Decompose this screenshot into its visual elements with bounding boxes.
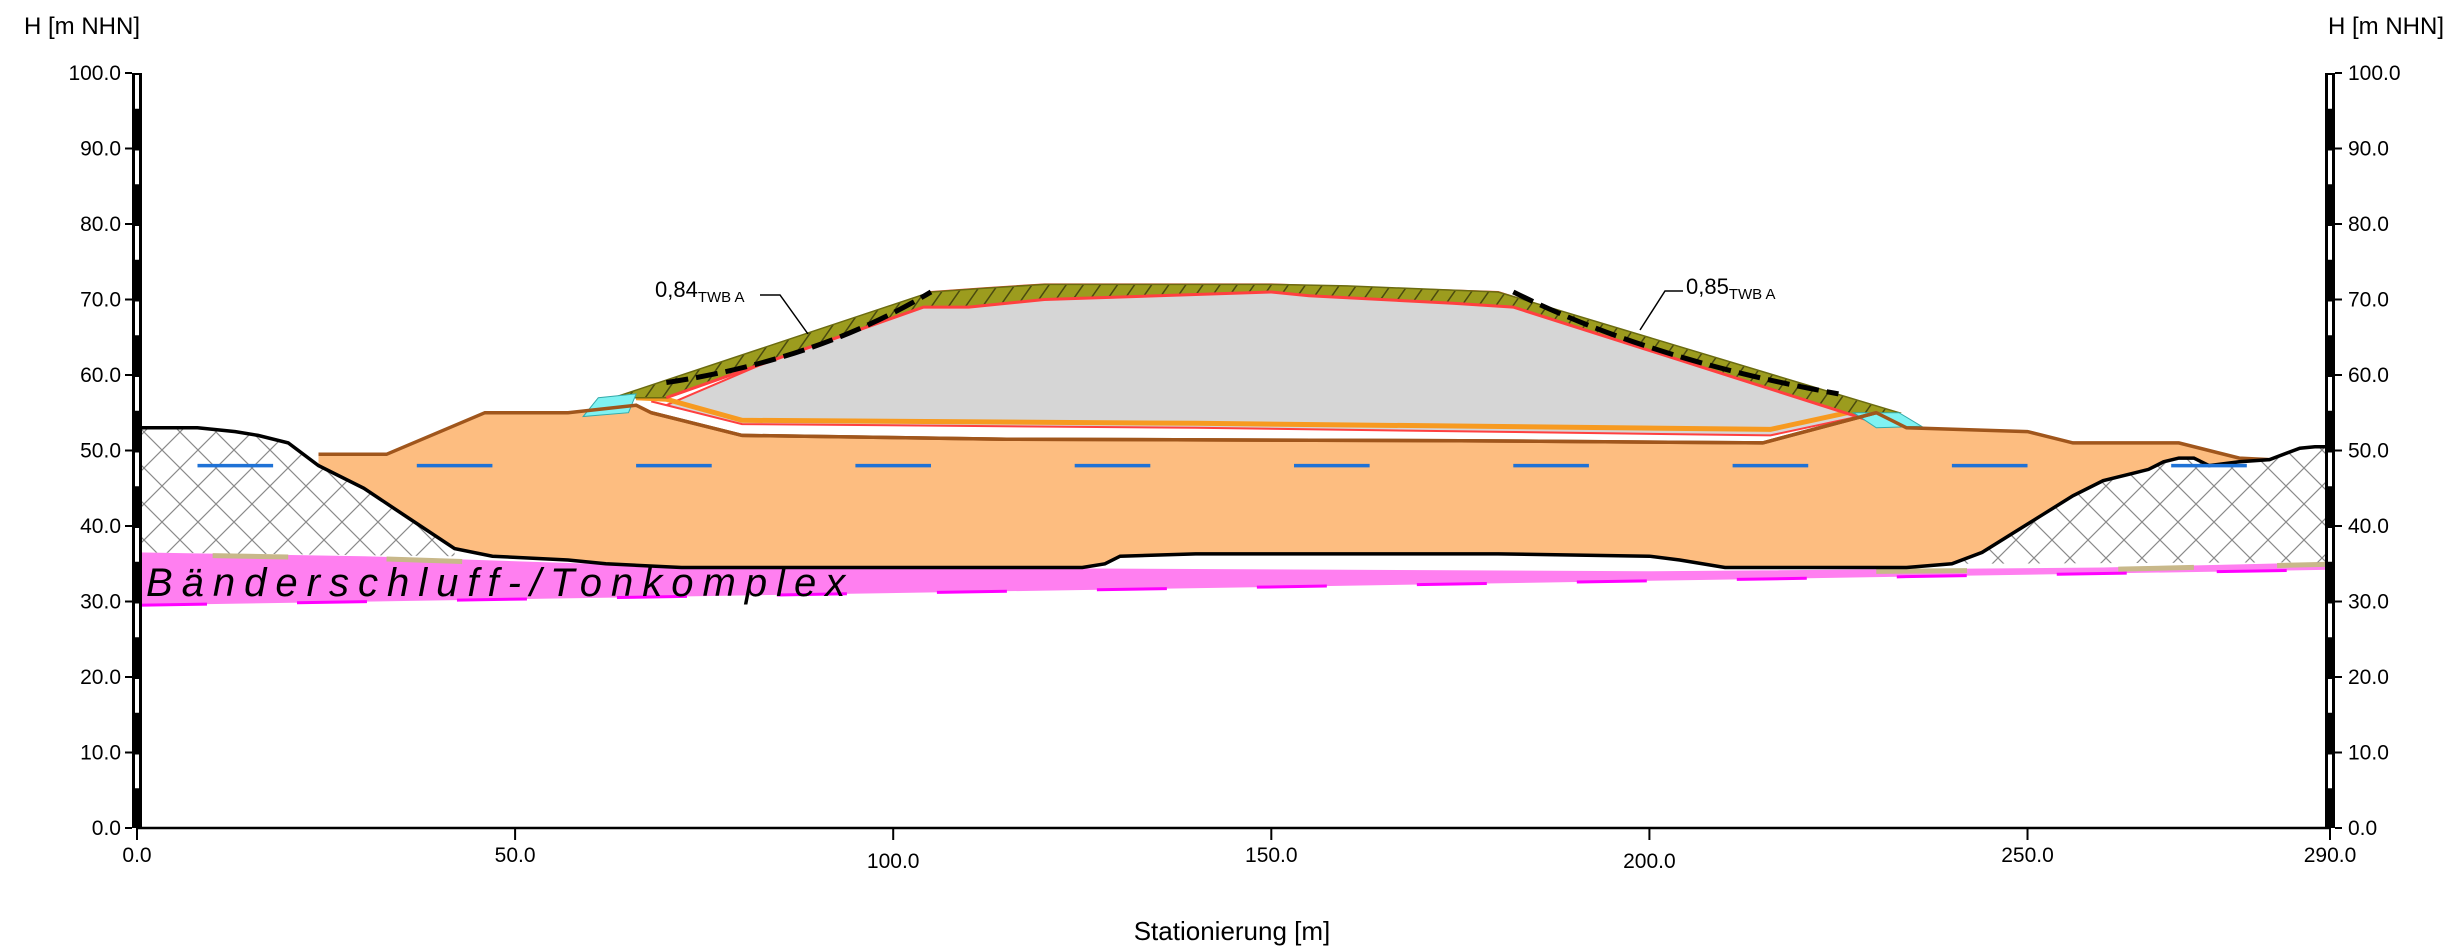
layer-label: Bänderschluff-/Tonkomplex	[146, 561, 854, 605]
fos-left-subscript: TWB A	[698, 289, 745, 306]
x-axis-tick-label: 50.0	[495, 844, 536, 867]
station-axis: 0.0 50.0 100.0 150.0 200.0 250.0 290.0	[122, 826, 2357, 873]
right-axis-tick-label: 20.0	[2348, 666, 2389, 689]
fos-right-leader	[1639, 290, 1683, 331]
right-axis-tick-label: 70.0	[2348, 289, 2389, 312]
soil-layers	[136, 283, 2331, 607]
fos-left-leader	[760, 294, 809, 335]
right-axis-segment	[2328, 754, 2332, 789]
right-axis-tick-label: 50.0	[2348, 440, 2389, 463]
left-axis-segment	[135, 75, 139, 109]
left-axis-segment	[135, 301, 139, 336]
x-axis-tick-label: 100.0	[867, 850, 920, 873]
layer-top-mark-2	[1876, 568, 1968, 574]
right-axis-tick-label: 100.0	[2348, 62, 2401, 85]
left-axis-segment	[135, 754, 139, 789]
right-axis-tick-label: 40.0	[2348, 515, 2389, 538]
left-axis-tick-label: 100.0	[68, 62, 121, 85]
natural-ground-right	[1951, 446, 2330, 564]
left-axis-tick-label: 20.0	[80, 666, 121, 689]
left-axis-tick-label: 30.0	[80, 591, 121, 614]
left-elevation-axis: 0.0 10.0 20.0 30.0 40.0 50.0 60.0 70.0 80.0 90.0 1…	[68, 62, 142, 840]
right-axis-segment	[2328, 226, 2332, 260]
fos-left-text: 0,84TWB A	[655, 277, 745, 306]
layer-top-mark-3	[2118, 564, 2194, 572]
fos-left-annotation: 0,84TWB A	[655, 277, 809, 335]
fos-right-text: 0,85TWB A	[1686, 274, 1776, 303]
layer-top-mark-4	[2277, 561, 2331, 568]
right-axis-segment	[2328, 75, 2332, 109]
left-axis-segment	[135, 603, 139, 638]
right-axis-segment	[2328, 679, 2332, 713]
left-axis-title: H [m NHN]	[24, 13, 140, 40]
terrain-line	[137, 426, 2330, 570]
right-axis-tick-label: 80.0	[2348, 213, 2389, 236]
left-axis-segment	[135, 377, 139, 411]
clay-layer-base-line	[136, 568, 2331, 607]
x-axis-tick-label: 0.0	[122, 844, 151, 867]
x-axis-tick-label: 150.0	[1245, 844, 1298, 867]
left-axis-tick-label: 40.0	[80, 515, 121, 538]
right-axis-tick-label: 60.0	[2348, 364, 2389, 387]
dump-fill	[318, 405, 2270, 568]
left-axis-segment	[135, 150, 139, 185]
x-axis-tick-label: 200.0	[1623, 850, 1676, 873]
fos-right-subscript: TWB A	[1729, 286, 1776, 303]
left-axis-tick-label: 0.0	[92, 817, 121, 840]
right-axis-tick-label: 10.0	[2348, 742, 2389, 765]
right-axis-segment	[2328, 301, 2332, 336]
slip-surface-right	[1512, 289, 1839, 397]
x-axis-tick-label: 250.0	[2001, 844, 2054, 867]
left-axis-tick-label: 60.0	[80, 364, 121, 387]
left-axis-tick-label: 90.0	[80, 138, 121, 161]
fill-inner-outline	[650, 411, 1877, 445]
right-axis-segment	[2328, 528, 2332, 562]
right-elevation-axis: 0.0 10.0 20.0 30.0 40.0 50.0 60.0 70.0 80.0 90.0 1…	[2325, 62, 2401, 840]
left-axis-tick-label: 50.0	[80, 440, 121, 463]
left-axis-bar	[132, 73, 142, 828]
right-axis-tick-label: 0.0	[2348, 817, 2377, 840]
right-axis-segment	[2328, 452, 2332, 487]
left-axis-tick-label: 10.0	[80, 742, 121, 765]
slip-surface-left	[665, 289, 933, 386]
left-axis-segment	[135, 452, 139, 487]
cover-base-line	[665, 290, 1870, 422]
left-axis-segment	[135, 528, 139, 562]
base-seal-line	[635, 395, 1862, 432]
fos-left-value: 0,84	[655, 277, 698, 302]
right-axis-bar	[2325, 73, 2335, 828]
left-axis-tick-label: 80.0	[80, 213, 121, 236]
right-axis-tick-label: 90.0	[2348, 138, 2389, 161]
right-axis-tick-label: 30.0	[2348, 591, 2389, 614]
left-axis-tick-label: 70.0	[80, 289, 121, 312]
right-axis-segment	[2328, 150, 2332, 185]
layer-top-mark-1	[386, 556, 463, 564]
right-axis-segment	[2328, 603, 2332, 638]
x-axis-title: Stationierung [m]	[1134, 916, 1331, 946]
fos-right-annotation: 0,85TWB A	[1639, 274, 1776, 331]
right-axis-title: H [m NHN]	[2328, 13, 2444, 40]
left-axis-segment	[135, 679, 139, 713]
x-axis-tick-label: 290.0	[2304, 844, 2357, 867]
natural-ground-left	[137, 427, 455, 557]
right-axis-segment	[2328, 377, 2332, 411]
fos-right-value: 0,85	[1686, 274, 1729, 299]
left-axis-segment	[135, 226, 139, 260]
layer-top-mark-0	[212, 553, 289, 560]
